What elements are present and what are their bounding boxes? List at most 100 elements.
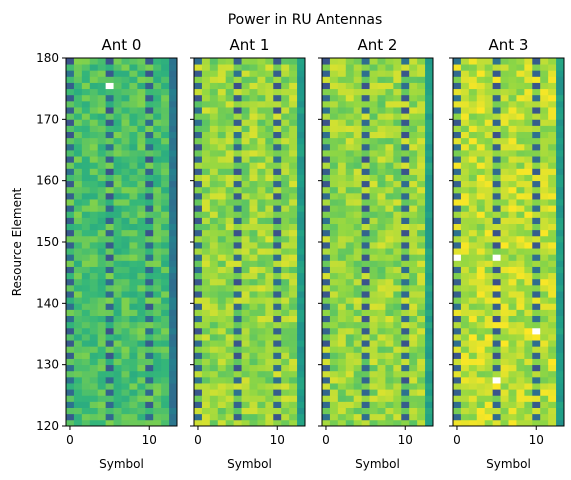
cell — [281, 419, 290, 426]
cell — [345, 401, 355, 408]
cell — [322, 254, 331, 261]
cell — [476, 266, 486, 274]
cell — [73, 278, 83, 286]
cell — [273, 180, 282, 188]
cell — [137, 125, 146, 132]
cell — [556, 150, 564, 157]
cell — [393, 217, 402, 224]
cell — [241, 284, 250, 292]
cell — [401, 186, 410, 194]
cell — [425, 94, 433, 102]
cell — [194, 303, 203, 310]
cell — [337, 389, 347, 396]
cell — [524, 389, 533, 396]
cell — [484, 327, 494, 335]
cell — [129, 100, 138, 108]
cell — [492, 242, 501, 249]
cell — [97, 217, 107, 224]
cell — [145, 150, 154, 157]
cell — [361, 419, 370, 426]
cell — [121, 64, 130, 71]
cell — [516, 88, 525, 96]
cell — [524, 137, 533, 145]
cell — [289, 186, 298, 194]
cell — [369, 82, 378, 90]
cell — [225, 137, 235, 145]
cell — [257, 352, 266, 359]
cell — [194, 254, 203, 261]
cell — [468, 266, 478, 274]
cell — [105, 168, 114, 175]
cell — [453, 242, 462, 249]
cell — [273, 321, 282, 329]
cell — [289, 352, 298, 359]
cell — [524, 131, 533, 139]
cell — [460, 315, 470, 323]
cell — [194, 272, 203, 280]
cell — [273, 131, 282, 139]
cell — [257, 58, 266, 65]
cell — [322, 205, 331, 212]
cell — [169, 100, 177, 108]
cell — [137, 174, 146, 182]
cell — [241, 186, 250, 194]
cell — [393, 413, 402, 421]
cell — [532, 242, 541, 249]
cell — [201, 346, 211, 353]
cell — [540, 70, 549, 77]
cell — [329, 272, 339, 280]
cell — [194, 352, 203, 359]
cell — [209, 235, 219, 243]
cell — [233, 131, 242, 139]
cell — [249, 107, 258, 114]
cell — [540, 321, 549, 329]
cell — [548, 205, 557, 212]
cell — [369, 334, 378, 341]
cell — [508, 162, 517, 169]
cell — [129, 143, 138, 151]
cell — [153, 174, 162, 182]
cell — [137, 180, 146, 188]
cell — [194, 199, 203, 206]
cell — [492, 376, 501, 384]
cell — [66, 419, 75, 426]
cell — [556, 113, 564, 120]
cell — [161, 419, 170, 426]
cell — [329, 235, 339, 243]
cell — [460, 327, 470, 335]
cell — [532, 174, 541, 182]
cell — [524, 162, 533, 169]
cell — [540, 168, 549, 175]
cell — [201, 119, 211, 126]
cell — [492, 229, 501, 237]
cell — [484, 340, 494, 347]
cell — [492, 223, 501, 231]
cell — [121, 82, 130, 90]
cell — [289, 211, 298, 218]
cell — [113, 413, 122, 421]
cell — [532, 272, 541, 280]
cell — [353, 254, 363, 261]
cell — [353, 100, 363, 108]
cell — [393, 407, 402, 415]
cell — [353, 192, 363, 200]
cell — [508, 303, 517, 310]
cell — [476, 107, 486, 114]
cell — [401, 100, 410, 108]
cell — [516, 211, 525, 218]
cell — [89, 131, 99, 139]
cell — [460, 70, 470, 77]
cell — [548, 352, 557, 359]
cell — [209, 419, 219, 426]
cell — [329, 70, 339, 77]
cell — [249, 291, 258, 298]
cell — [468, 100, 478, 108]
cell — [225, 150, 235, 157]
cell — [225, 401, 235, 408]
cell — [81, 272, 91, 280]
cell — [73, 156, 83, 163]
cell — [492, 235, 501, 243]
y-axis-label: Resource Element — [10, 187, 24, 296]
cell — [137, 254, 146, 261]
cell — [369, 64, 378, 71]
